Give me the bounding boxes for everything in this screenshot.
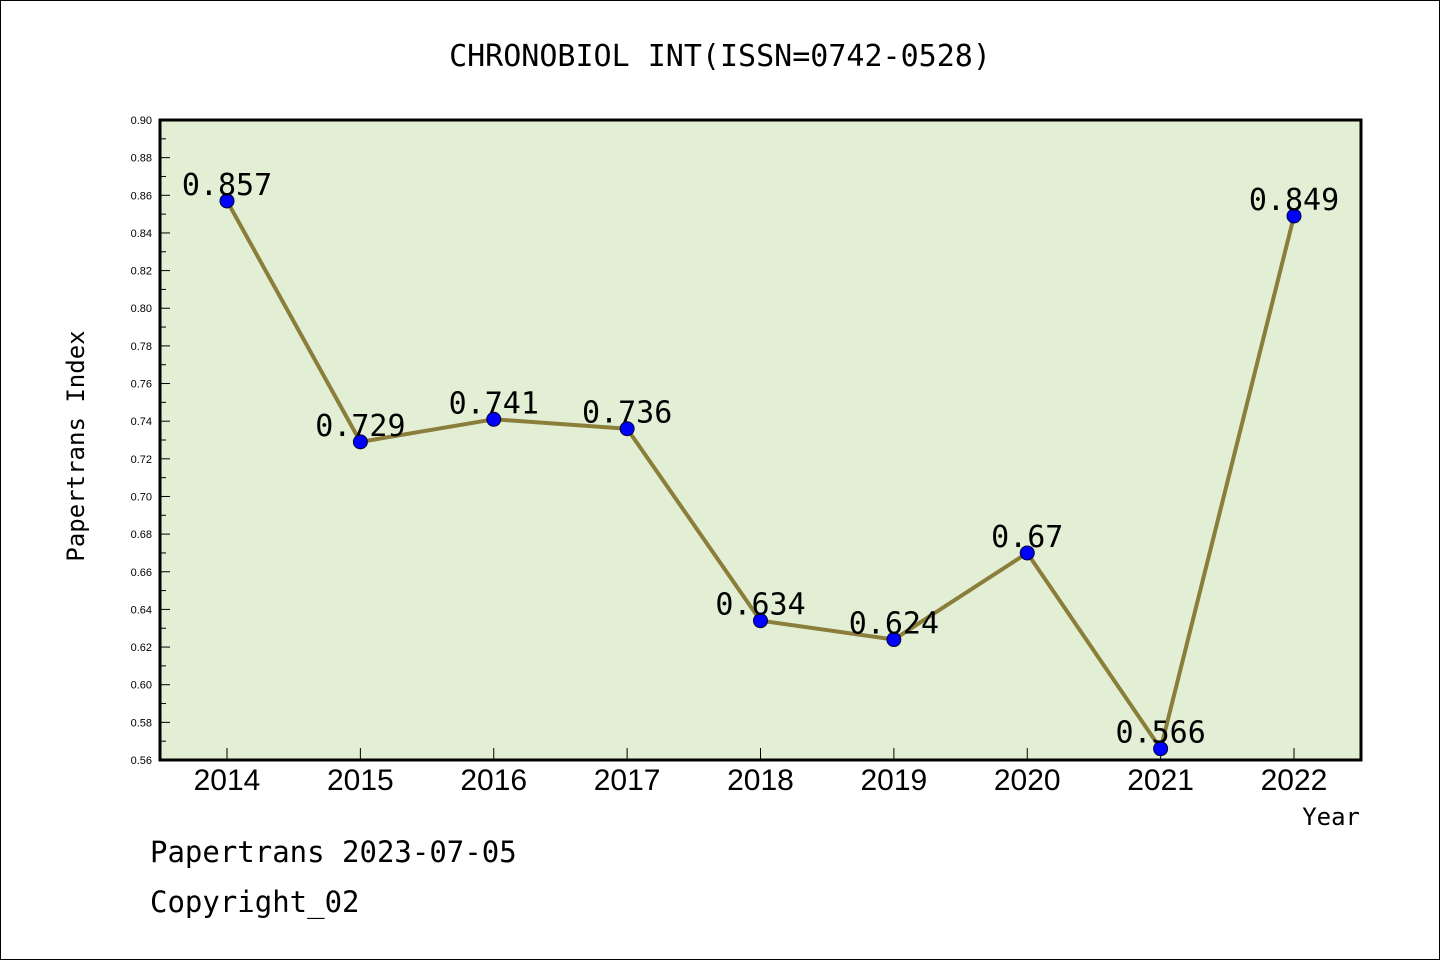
y-tick-label: 0.76: [131, 379, 152, 391]
y-tick-label: 0.80: [131, 303, 152, 315]
y-axis-ticks: 0.56 0.58 0.60 0.62 0.64 0.66 0.68 0.70 0.72 0.74…: [131, 115, 170, 767]
chart-title: CHRONOBIOL INT(ISSN=0742-0528): [449, 39, 991, 74]
data-label: 0.741: [449, 386, 539, 421]
x-tick-label: 2015: [327, 764, 394, 797]
data-label: 0.634: [715, 588, 805, 623]
y-tick-label: 0.82: [131, 266, 152, 278]
y-axis-label: Papertrans Index: [62, 330, 90, 561]
x-tick-label: 2016: [460, 764, 527, 797]
y-tick-label: 0.88: [131, 153, 152, 165]
y-tick-label: 0.66: [131, 567, 152, 579]
x-tick-label: 2021: [1127, 764, 1194, 797]
y-tick-label: 0.86: [131, 190, 152, 202]
y-tick-label: 0.62: [131, 642, 152, 654]
y-tick-label: 0.74: [131, 416, 152, 428]
y-tick-label: 0.90: [131, 115, 152, 127]
footer-date: Papertrans 2023-07-05: [150, 835, 517, 869]
data-point-marker: [486, 411, 502, 427]
x-tick-label: 2022: [1261, 764, 1328, 797]
y-tick-label: 0.70: [131, 491, 152, 503]
y-tick-label: 0.72: [131, 454, 152, 466]
data-point-marker: [352, 434, 368, 450]
data-label: 0.566: [1115, 716, 1205, 751]
x-axis-label: Year: [1302, 803, 1360, 831]
y-tick-label: 0.60: [131, 680, 152, 692]
data-points: [219, 193, 1302, 757]
y-tick-label: 0.84: [131, 228, 152, 240]
y-tick-label: 0.68: [131, 529, 152, 541]
data-label: 0.624: [849, 607, 939, 642]
x-tick-label: 2020: [994, 764, 1061, 797]
y-tick-label: 0.78: [131, 341, 152, 353]
data-point-marker: [886, 632, 902, 648]
x-tick-label: 2017: [594, 764, 661, 797]
x-axis-ticks: 2014 2015 2016 2017 2018 2019 2020 2021 2022: [194, 748, 1328, 797]
data-labels: 0.857 0.729 0.741 0.736 0.634 0.624 0.67 0.566 0…: [182, 168, 1339, 751]
y-tick-label: 0.56: [131, 755, 152, 767]
data-point-marker: [1153, 741, 1169, 757]
data-point-marker: [1019, 545, 1035, 561]
data-label: 0.729: [315, 409, 405, 444]
data-label: 0.736: [582, 396, 672, 431]
x-tick-label: 2019: [861, 764, 928, 797]
data-label: 0.857: [182, 168, 272, 203]
footer-copyright: Copyright_02: [150, 885, 360, 919]
data-point-marker: [753, 613, 768, 629]
x-tick-label: 2014: [194, 764, 261, 797]
data-label: 0.67: [991, 520, 1063, 555]
data-label: 0.849: [1249, 183, 1339, 218]
data-point-marker: [1286, 208, 1302, 224]
data-point-marker: [619, 421, 635, 437]
x-tick-label: 2018: [727, 764, 794, 797]
plot-border: [158, 118, 1363, 762]
y-tick-label: 0.58: [131, 717, 152, 729]
y-tick-label: 0.64: [131, 604, 152, 616]
data-point-marker: [219, 193, 235, 209]
